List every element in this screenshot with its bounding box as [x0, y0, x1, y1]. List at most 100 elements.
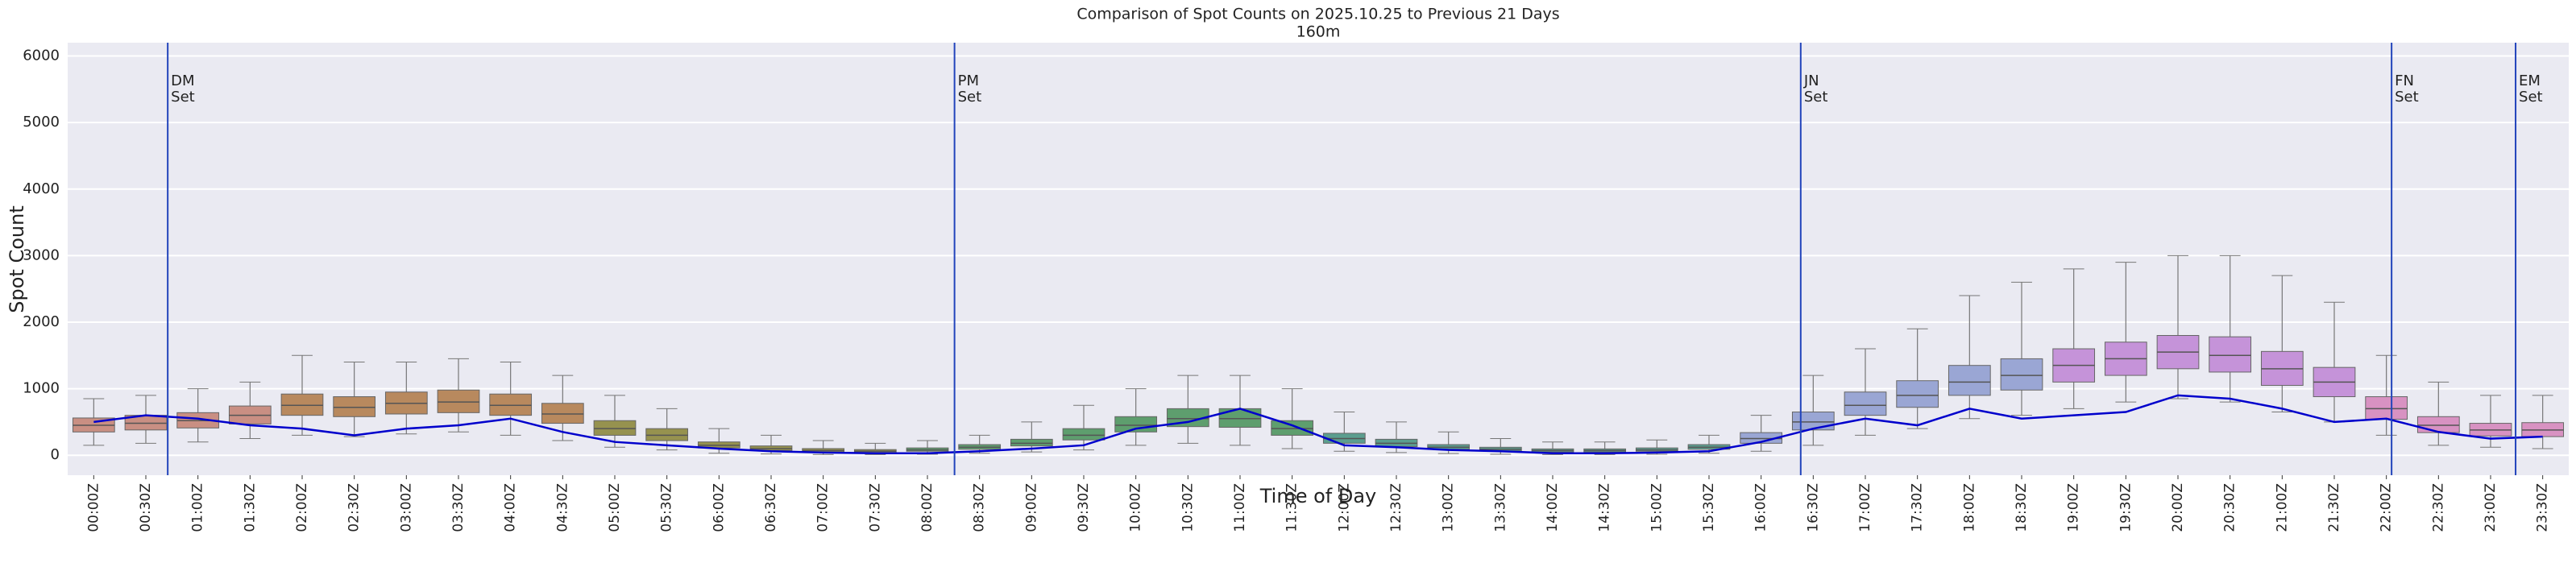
x-tick: 09:30Z — [1076, 475, 1092, 532]
x-tick: 15:00Z — [1649, 475, 1665, 532]
x-tick-label: 01:00Z — [190, 483, 206, 532]
box — [1896, 380, 1939, 408]
x-tick: 20:30Z — [2222, 475, 2238, 532]
x-tick: 13:00Z — [1441, 475, 1457, 532]
annotation-label: DM Set — [171, 72, 195, 106]
x-tick-label: 17:00Z — [1857, 483, 1873, 532]
chart-subtitle: 160m — [1296, 23, 1341, 41]
box — [333, 396, 376, 417]
x-tick: 05:00Z — [607, 475, 623, 532]
x-tick: 22:00Z — [2379, 475, 2395, 532]
x-tick-label: 13:00Z — [1441, 483, 1457, 532]
box — [645, 428, 689, 441]
x-tick-label: 18:30Z — [2014, 483, 2030, 532]
x-tick-label: 19:00Z — [2066, 483, 2082, 532]
x-tick: 00:00Z — [85, 475, 102, 532]
x-tick: 14:30Z — [1597, 475, 1613, 532]
x-tick: 09:00Z — [1023, 475, 1039, 532]
x-tick-label: 21:30Z — [2326, 483, 2342, 532]
x-tick: 16:00Z — [1753, 475, 1769, 532]
x-tick: 06:30Z — [763, 475, 779, 532]
x-tick: 12:00Z — [1336, 475, 1352, 532]
box — [1010, 438, 1053, 447]
x-tick: 16:30Z — [1805, 475, 1821, 532]
x-tick-label: 05:30Z — [659, 483, 675, 532]
x-tick: 03:00Z — [398, 475, 414, 532]
x-tick: 13:30Z — [1492, 475, 1508, 532]
x-tick: 22:30Z — [2430, 475, 2446, 532]
x-tick-label: 01:30Z — [242, 483, 258, 532]
x-tick-label: 00:00Z — [85, 483, 102, 532]
x-tick-label: 16:00Z — [1753, 483, 1769, 532]
x-tick-label: 17:30Z — [1910, 483, 1926, 532]
x-tick: 20:00Z — [2170, 475, 2186, 532]
x-tick-label: 19:30Z — [2118, 483, 2134, 532]
x-tick: 17:00Z — [1857, 475, 1873, 532]
x-tick: 08:30Z — [972, 475, 988, 532]
x-tick: 17:30Z — [1910, 475, 1926, 532]
annotation-label: FN Set — [2395, 72, 2419, 106]
x-tick: 12:30Z — [1388, 475, 1404, 532]
y-tick-label: 2000 — [23, 313, 60, 330]
x-tick: 19:30Z — [2118, 475, 2134, 532]
x-tick-label: 14:30Z — [1597, 483, 1613, 532]
x-tick: 03:30Z — [450, 475, 467, 532]
box — [1844, 391, 1887, 416]
x-tick-label: 02:00Z — [294, 483, 310, 532]
x-tick-label: 00:30Z — [138, 483, 154, 532]
box — [280, 393, 324, 416]
x-tick-label: 04:00Z — [503, 483, 519, 532]
x-tick-label: 11:00Z — [1232, 483, 1248, 532]
x-tick: 18:30Z — [2014, 475, 2030, 532]
x-tick: 10:30Z — [1180, 475, 1196, 532]
y-tick-label: 5000 — [23, 114, 60, 130]
box — [1740, 432, 1783, 444]
x-tick-label: 21:00Z — [2274, 483, 2290, 532]
x-tick: 00:30Z — [138, 475, 154, 532]
x-tick: 11:00Z — [1232, 475, 1248, 532]
x-tick-label: 10:30Z — [1180, 483, 1196, 532]
x-tick: 21:30Z — [2326, 475, 2342, 532]
annotation-label: JN Set — [1803, 72, 1828, 106]
x-tick: 21:00Z — [2274, 475, 2290, 532]
x-tick-label: 06:00Z — [711, 483, 727, 532]
x-tick-label: 14:00Z — [1545, 483, 1561, 532]
y-axis-label: Spot Count — [6, 205, 28, 313]
chart-title: Comparison of Spot Counts on 2025.10.25 … — [1076, 6, 1559, 23]
x-tick-label: 09:30Z — [1076, 483, 1092, 532]
x-tick-label: 02:30Z — [346, 483, 363, 532]
box — [437, 389, 480, 413]
x-tick: 01:30Z — [242, 475, 258, 532]
y-tick-label: 6000 — [23, 48, 60, 64]
x-tick: 04:30Z — [554, 475, 570, 532]
x-tick: 04:00Z — [503, 475, 519, 532]
y-tick-label: 1000 — [23, 380, 60, 397]
box — [1948, 365, 1991, 396]
x-tick: 02:00Z — [294, 475, 310, 532]
x-tick: 05:30Z — [659, 475, 675, 532]
today-line — [93, 394, 2543, 454]
box — [1271, 420, 1314, 436]
x-tick: 11:30Z — [1284, 475, 1300, 532]
x-tick-label: 03:00Z — [398, 483, 414, 532]
x-tick: 02:30Z — [346, 475, 363, 532]
box — [1791, 412, 1835, 431]
box — [2416, 416, 2460, 433]
annotation-label: PM Set — [957, 72, 982, 106]
x-tick: 19:00Z — [2066, 475, 2082, 532]
x-tick: 18:00Z — [1961, 475, 1977, 532]
x-tick-label: 10:00Z — [1128, 483, 1144, 532]
x-tick: 23:30Z — [2535, 475, 2551, 532]
x-tick: 10:00Z — [1128, 475, 1144, 532]
box — [541, 403, 584, 424]
x-tick-label: 23:30Z — [2535, 483, 2551, 532]
x-tick-label: 05:00Z — [607, 483, 623, 532]
box — [2209, 336, 2252, 373]
box — [593, 420, 637, 436]
y-tick-label: 4000 — [23, 180, 60, 197]
x-tick: 23:00Z — [2483, 475, 2499, 532]
x-tick: 06:00Z — [711, 475, 727, 532]
annotation-label: EM Set — [2519, 72, 2543, 106]
x-tick-label: 07:30Z — [867, 483, 883, 532]
